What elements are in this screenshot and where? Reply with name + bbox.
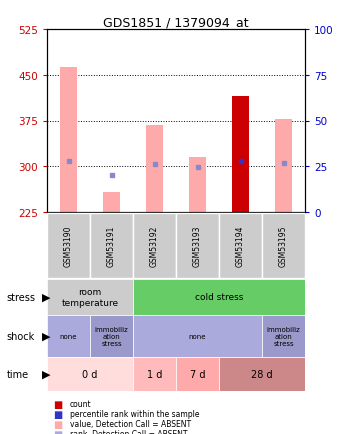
Text: ▶: ▶ xyxy=(42,331,50,341)
Bar xyxy=(133,213,176,279)
Bar xyxy=(60,68,77,213)
Bar xyxy=(262,315,305,357)
Text: GSM53190: GSM53190 xyxy=(64,225,73,266)
Bar xyxy=(47,357,133,391)
Text: 7 d: 7 d xyxy=(190,369,205,379)
Text: GSM53195: GSM53195 xyxy=(279,225,288,266)
Text: time: time xyxy=(7,369,29,379)
Bar xyxy=(219,357,305,391)
Text: percentile rank within the sample: percentile rank within the sample xyxy=(70,410,199,418)
Text: GSM53193: GSM53193 xyxy=(193,225,202,266)
Text: stress: stress xyxy=(7,293,36,302)
Text: none: none xyxy=(60,333,77,339)
Bar xyxy=(90,315,133,357)
Bar xyxy=(90,213,133,279)
Text: 1 d: 1 d xyxy=(147,369,162,379)
Text: ■: ■ xyxy=(53,419,62,429)
Text: count: count xyxy=(70,400,91,408)
Text: none: none xyxy=(189,333,206,339)
Bar xyxy=(232,97,249,213)
Text: ■: ■ xyxy=(53,429,62,434)
Bar xyxy=(176,213,219,279)
Text: immobiliz
ation
stress: immobiliz ation stress xyxy=(94,326,128,346)
Bar xyxy=(189,158,206,213)
Bar xyxy=(176,357,219,391)
Text: 0 d: 0 d xyxy=(82,369,98,379)
Text: room
temperature: room temperature xyxy=(61,288,119,307)
Title: GDS1851 / 1379094_at: GDS1851 / 1379094_at xyxy=(103,16,249,29)
Bar xyxy=(263,213,305,279)
Bar xyxy=(146,125,163,213)
Bar xyxy=(133,315,262,357)
Text: ■: ■ xyxy=(53,409,62,419)
Bar xyxy=(133,357,176,391)
Text: GSM53191: GSM53191 xyxy=(107,225,116,266)
Bar xyxy=(47,279,133,315)
Text: ▶: ▶ xyxy=(42,293,50,302)
Text: shock: shock xyxy=(7,331,35,341)
Bar xyxy=(275,119,292,213)
Bar xyxy=(103,192,120,213)
Text: GSM53192: GSM53192 xyxy=(150,225,159,266)
Text: value, Detection Call = ABSENT: value, Detection Call = ABSENT xyxy=(70,420,191,428)
Bar xyxy=(133,279,305,315)
Text: ■: ■ xyxy=(53,399,62,409)
Text: ▶: ▶ xyxy=(42,369,50,379)
Text: rank, Detection Call = ABSENT: rank, Detection Call = ABSENT xyxy=(70,430,188,434)
Text: GSM53194: GSM53194 xyxy=(236,225,245,266)
Bar xyxy=(47,315,90,357)
Bar xyxy=(219,213,262,279)
Text: 28 d: 28 d xyxy=(251,369,273,379)
Text: cold stress: cold stress xyxy=(195,293,243,302)
Text: immobiliz
ation
stress: immobiliz ation stress xyxy=(267,326,300,346)
Bar xyxy=(47,213,90,279)
